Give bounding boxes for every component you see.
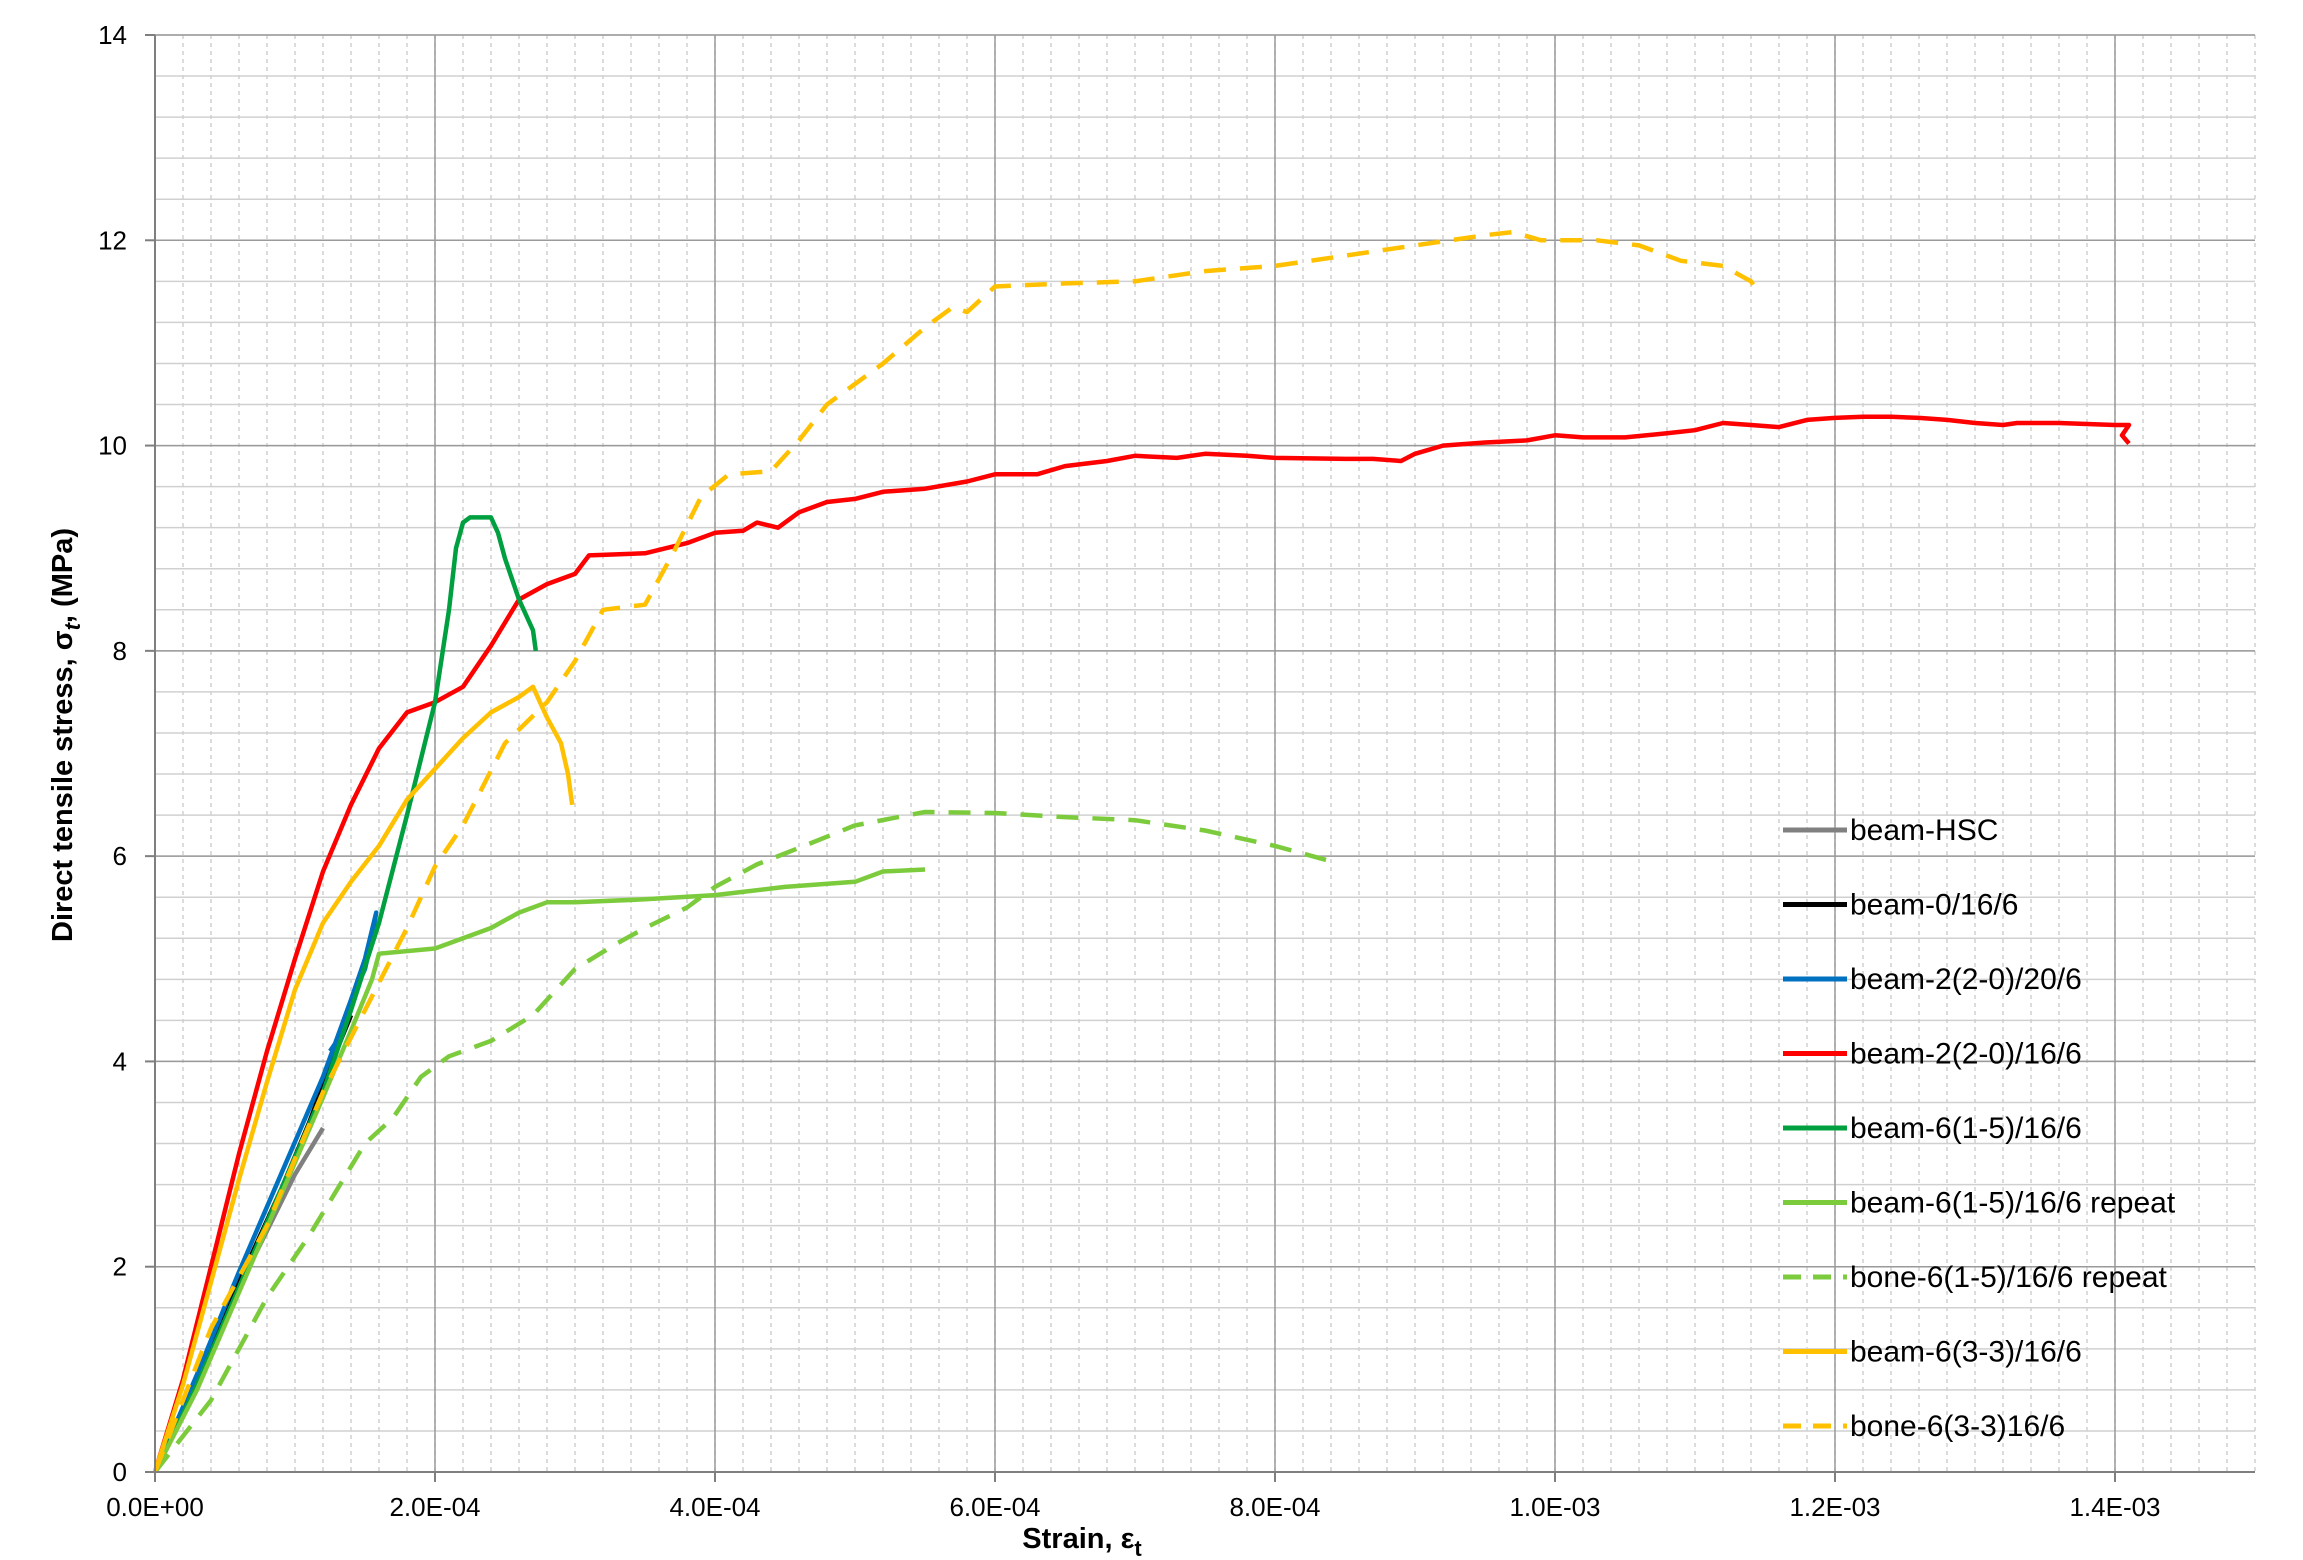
legend-item: bone-6(1-5)/16/6 repeat (1783, 1261, 2168, 1294)
legend: beam-HSC beam-0/16/6 beam-2(2-0)/20/6 beam-… (1783, 814, 2176, 1443)
legend-label: beam-2(2-0)/16/6 (1850, 1038, 2082, 1071)
y-tick-label: 0 (113, 1457, 127, 1487)
legend-label: beam-HSC (1850, 814, 1998, 847)
legend-label: beam-6(1-5)/16/6 repeat (1850, 1187, 2176, 1220)
minor-gridlines (154, 34, 2256, 1473)
legend-label: beam-0/16/6 (1850, 889, 2018, 922)
series-line-7 (152, 684, 575, 1473)
x-tick-label: 8.0E-04 (1229, 1492, 1320, 1522)
legend-item: beam-2(2-0)/16/6 (1783, 1038, 2082, 1071)
series-line-6 (153, 809, 1332, 1474)
legend-item: beam-0/16/6 (1783, 889, 2018, 922)
axes (145, 34, 2255, 1482)
series-layer (152, 229, 2132, 1474)
x-axis-title: Strain, εt (1022, 1523, 1142, 1560)
legend-item: beam-6(1-5)/16/6 (1783, 1112, 2082, 1145)
x-tick-label: 4.0E-04 (669, 1492, 760, 1522)
x-tick-label: 6.0E-04 (949, 1492, 1040, 1522)
major-gridlines (154, 34, 2255, 1473)
series-line-5 (152, 867, 926, 1474)
x-tick-label: 1.4E-03 (2069, 1492, 2160, 1522)
y-tick-label: 2 (113, 1252, 127, 1282)
y-tick-label: 12 (98, 225, 127, 255)
y-axis-title-subscript: t (60, 621, 85, 630)
legend-item: beam-HSC (1783, 814, 1998, 847)
legend-item: beam-6(1-5)/16/6 repeat (1783, 1187, 2176, 1220)
y-tick-label: 8 (113, 636, 127, 666)
legend-label: beam-2(2-0)/20/6 (1850, 963, 2082, 996)
x-tick-label: 2.0E-04 (389, 1492, 480, 1522)
legend-item: bone-6(3-3)16/6 (1783, 1410, 2065, 1443)
x-axis-title-subscript: t (1134, 1536, 1142, 1560)
x-tick-label: 0.0E+00 (106, 1492, 204, 1522)
y-tick-label: 10 (98, 431, 127, 461)
series-line-2 (152, 910, 379, 1473)
x-tick-label: 1.0E-03 (1509, 1492, 1600, 1522)
series-line-3 (152, 414, 2132, 1473)
legend-item: beam-6(3-3)/16/6 (1783, 1336, 2082, 1369)
legend-label: bone-6(1-5)/16/6 repeat (1850, 1261, 2168, 1294)
legend-item: beam-2(2-0)/20/6 (1783, 963, 2082, 996)
tick-labels: 0.0E+00 2.0E-04 4.0E-04 6.0E-04 8.0E-04 1.0E-… (98, 20, 2160, 1522)
y-axis-title: Direct tensile stress, σt, (MPa) (47, 528, 85, 942)
legend-label: beam-6(1-5)/16/6 (1850, 1112, 2082, 1145)
series-line-8 (152, 229, 1760, 1473)
legend-label: beam-6(3-3)/16/6 (1850, 1336, 2082, 1369)
y-tick-label: 4 (113, 1046, 127, 1076)
y-axis-title-unit: , (MPa) (47, 528, 79, 623)
y-tick-label: 6 (113, 841, 127, 871)
legend-label: bone-6(3-3)16/6 (1850, 1410, 2065, 1443)
y-tick-label: 14 (98, 20, 127, 50)
x-tick-label: 1.2E-03 (1789, 1492, 1880, 1522)
